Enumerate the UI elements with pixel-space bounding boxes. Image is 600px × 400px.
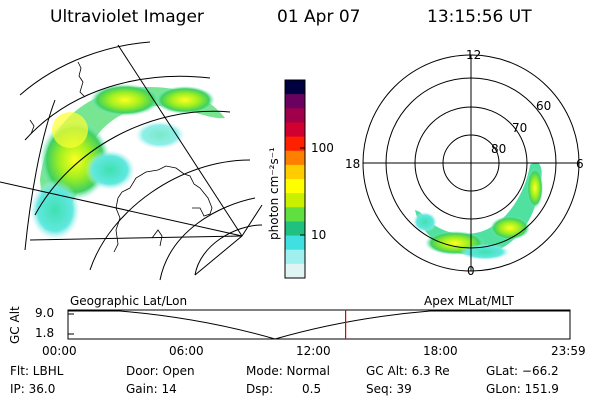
colorbar-band xyxy=(285,179,305,194)
info-door: Door: Open xyxy=(126,364,195,378)
colorbar-band xyxy=(285,263,305,279)
colorbar-band xyxy=(285,249,305,265)
colorbar-band xyxy=(285,94,305,109)
image-date: 01 Apr 07 xyxy=(277,7,361,27)
timeline-right-label: Apex MLat/MLT xyxy=(424,294,514,308)
info-gain: Gain: 14 xyxy=(126,382,177,396)
info-glon: GLon: 151.9 xyxy=(486,382,559,396)
colorbar-band xyxy=(285,108,305,123)
colorbar-band xyxy=(285,235,305,251)
mlt-label-0: 0 xyxy=(467,264,475,278)
info-seq: Seq: 39 xyxy=(366,382,412,396)
timeline-xtick-1200: 12:00 xyxy=(296,344,331,358)
timeline-ytick-1-8: 1.8 xyxy=(35,326,55,340)
colorbar-band xyxy=(285,136,305,152)
colorbar-unit-label: photon cm⁻²s⁻¹ xyxy=(267,147,281,240)
mlt-label-18: 18 xyxy=(345,157,360,171)
timeline-left-label: Geographic Lat/Lon xyxy=(70,294,188,308)
colorbar-band xyxy=(285,122,305,138)
lat-label-60: 60 xyxy=(536,99,551,113)
colorbar-band xyxy=(285,164,305,180)
timeline-xtick-0000: 00:00 xyxy=(42,344,77,358)
colorbar-gradient xyxy=(285,80,305,279)
timeline-xtick-2359: 23:59 xyxy=(551,344,586,358)
colorbar-band xyxy=(285,221,305,237)
polar-plot: 12 18 6 0 60 70 80 xyxy=(345,48,584,278)
image-time: 13:15:56 UT xyxy=(427,7,532,27)
altitude-curve xyxy=(68,310,570,340)
colorbar-band xyxy=(285,207,305,222)
mlt-label-12: 12 xyxy=(466,48,481,62)
colorbar: 100 10 photon cm⁻²s⁻¹ xyxy=(267,79,334,279)
info-gc-alt: GC Alt: 6.3 Re xyxy=(366,364,450,378)
colorbar-tick-10: 10 xyxy=(311,228,326,242)
coastlines xyxy=(29,61,213,253)
geographic-map xyxy=(0,41,263,281)
info-ip: IP: 36.0 xyxy=(10,382,56,396)
colorbar-band xyxy=(285,150,305,166)
timeline-axis-title: GC Alt xyxy=(8,306,22,344)
altitude-timeline xyxy=(67,309,571,340)
lat-label-80: 80 xyxy=(491,142,506,156)
lat-label-70: 70 xyxy=(512,121,527,135)
aurora-oval-polar xyxy=(413,162,543,260)
timeline-ytick-9: 9.0 xyxy=(35,306,55,320)
info-dsp-label: Dsp: xyxy=(246,382,274,396)
colorbar-band xyxy=(285,193,305,208)
info-flt: Flt: LBHL xyxy=(10,364,64,378)
info-mode: Mode: Normal xyxy=(246,364,330,378)
timeline-xtick-1800: 18:00 xyxy=(423,344,458,358)
map-grid xyxy=(0,41,263,281)
colorbar-tick-100: 100 xyxy=(311,141,334,155)
aurora-oval-geographic xyxy=(30,84,225,240)
timeline-xtick-0600: 06:00 xyxy=(169,344,204,358)
instrument-title: Ultraviolet Imager xyxy=(50,7,204,27)
colorbar-band xyxy=(285,80,305,95)
info-dsp-value: 0.5 xyxy=(302,382,322,396)
mlt-label-6: 6 xyxy=(576,157,584,171)
info-glat: GLat: −66.2 xyxy=(486,364,559,378)
